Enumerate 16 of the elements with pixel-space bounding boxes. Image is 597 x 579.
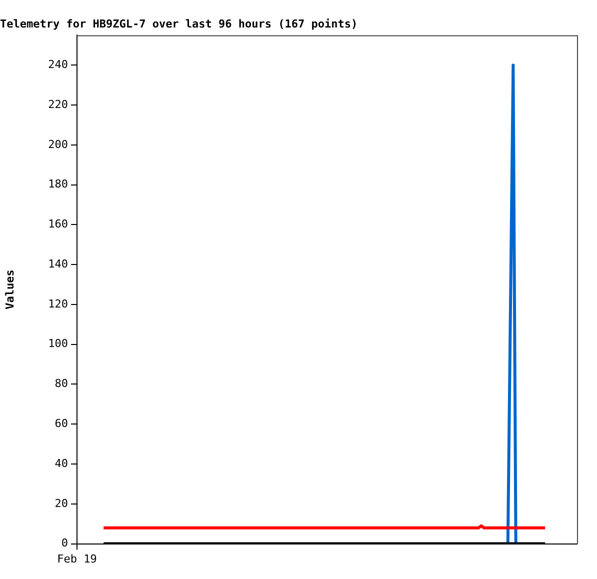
y-tick-label: 240 bbox=[48, 58, 68, 71]
y-tick-label: 140 bbox=[48, 257, 68, 270]
y-tick-label: 100 bbox=[48, 337, 68, 350]
y-tick-label: 200 bbox=[48, 138, 68, 151]
y-tick-label: 160 bbox=[48, 218, 68, 231]
x-tick-label: Feb 19 bbox=[57, 552, 97, 566]
y-tick-label: 180 bbox=[48, 178, 68, 191]
y-axis-title: Values bbox=[3, 270, 16, 310]
y-tick-label: 40 bbox=[54, 456, 68, 470]
chart-title: Telemetry for HB9ZGL-7 over last 96 hours (167 points) bbox=[0, 17, 358, 30]
y-tick-label: 20 bbox=[54, 496, 68, 510]
y-tick-label: 80 bbox=[54, 377, 68, 390]
y-tick-label: 0 bbox=[61, 536, 68, 550]
y-tick-label: 60 bbox=[54, 416, 68, 430]
y-tick-label: 220 bbox=[48, 98, 68, 111]
y-tick-label: 120 bbox=[48, 297, 68, 310]
